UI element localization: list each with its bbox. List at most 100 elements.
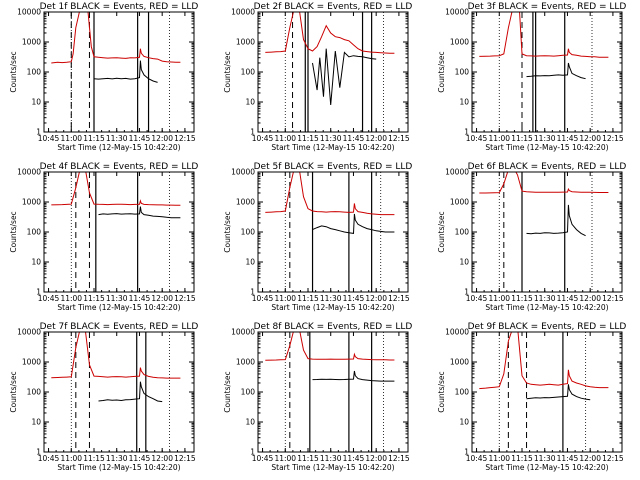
x-tick-label: 11:15 <box>297 294 319 303</box>
x-tick-label: 11:15 <box>511 134 533 143</box>
x-tick-label: 12:00 <box>365 134 387 143</box>
plot-panel-8: Det 8f BLACK = Events, RED = LLD 1 10 100 10… <box>223 322 412 472</box>
lld-series-line <box>51 12 181 64</box>
x-axis-label: Start Time (12-May-15 10:42:20) <box>57 463 180 472</box>
y-tick-label: 1000 <box>236 358 255 367</box>
plot-title: Det 8f BLACK = Events, RED = LLD <box>254 322 413 332</box>
y-tick-label: 1 <box>250 128 255 137</box>
events-series-line <box>93 60 158 83</box>
lld-series-line <box>265 172 395 216</box>
plot-frame <box>43 171 195 293</box>
x-tick-label: 11:30 <box>320 294 342 303</box>
y-tick-label: 10000 <box>231 328 255 337</box>
y-axis-label: Counts/sec <box>223 371 232 412</box>
x-tick-label: 12:15 <box>388 134 410 143</box>
x-tick-label: 11:15 <box>297 134 319 143</box>
y-tick-label: 10 <box>459 98 469 107</box>
plot-frame <box>43 11 195 133</box>
x-tick-label: 12:15 <box>602 294 624 303</box>
x-tick-label: 11:15 <box>83 294 105 303</box>
plot-title: Det 6f BLACK = Events, RED = LLD <box>468 162 627 172</box>
x-tick-label: 11:45 <box>343 294 365 303</box>
events-series-line <box>312 213 395 234</box>
x-tick-label: 12:15 <box>174 454 196 463</box>
x-tick-label: 11:30 <box>106 134 128 143</box>
plot-title: Det 4f BLACK = Events, RED = LLD <box>40 162 199 172</box>
lld-series-line <box>479 12 609 58</box>
x-tick-label: 12:15 <box>602 134 624 143</box>
y-tick-label: 1000 <box>22 198 41 207</box>
x-tick-label: 11:30 <box>320 454 342 463</box>
x-tick-label: 12:15 <box>174 134 196 143</box>
y-tick-label: 1 <box>36 448 41 457</box>
x-tick-label: 12:00 <box>579 134 601 143</box>
y-axis-label: Counts/sec <box>437 211 446 252</box>
plot-title: Det 5f BLACK = Events, RED = LLD <box>254 162 413 172</box>
x-tick-label: 11:45 <box>343 134 365 143</box>
x-axis-label: Start Time (12-May-15 10:42:20) <box>271 143 394 152</box>
lld-series-line <box>265 12 395 54</box>
x-tick-label: 12:00 <box>365 454 387 463</box>
x-tick-label: 12:15 <box>174 294 196 303</box>
x-tick-label: 11:30 <box>106 294 128 303</box>
y-tick-label: 1000 <box>450 38 469 47</box>
x-tick-label: 11:00 <box>488 294 510 303</box>
x-axis-label: Start Time (12-May-15 10:42:20) <box>57 143 180 152</box>
y-tick-label: 10 <box>31 98 41 107</box>
y-tick-label: 10000 <box>17 8 41 17</box>
x-tick-label: 10:45 <box>466 454 488 463</box>
plot-title: Det 2f BLACK = Events, RED = LLD <box>254 2 413 12</box>
events-series-line <box>526 204 586 237</box>
x-tick-label: 11:00 <box>274 294 296 303</box>
plot-panel-9: Det 9f BLACK = Events, RED = LLD 1 10 100 10… <box>437 322 626 472</box>
plot-panel-5: Det 5f BLACK = Events, RED = LLD 1 10 100 10… <box>223 162 412 312</box>
y-tick-label: 10 <box>31 418 41 427</box>
y-tick-label: 10 <box>245 418 255 427</box>
y-tick-label: 100 <box>455 228 470 237</box>
events-series-line <box>526 62 586 80</box>
y-tick-label: 1 <box>36 288 41 297</box>
y-tick-label: 100 <box>27 388 42 397</box>
x-tick-label: 11:00 <box>274 134 296 143</box>
x-tick-label: 11:00 <box>60 134 82 143</box>
x-tick-label: 12:15 <box>388 294 410 303</box>
y-tick-label: 1000 <box>236 38 255 47</box>
x-tick-label: 11:45 <box>557 134 579 143</box>
y-tick-label: 100 <box>241 388 256 397</box>
y-tick-label: 10 <box>459 418 469 427</box>
x-axis-label: Start Time (12-May-15 10:42:20) <box>485 143 608 152</box>
y-tick-label: 10000 <box>445 168 469 177</box>
x-tick-label: 11:00 <box>488 134 510 143</box>
events-series-line <box>98 206 181 219</box>
x-tick-label: 10:45 <box>38 454 60 463</box>
plot-panel-6: Det 6f BLACK = Events, RED = LLD 1 10 100 10… <box>437 162 626 312</box>
y-axis-label: Counts/sec <box>437 371 446 412</box>
plot-panel-2: Det 2f BLACK = Events, RED = LLD 1 10 100 10… <box>223 2 412 152</box>
y-axis-label: Counts/sec <box>437 51 446 92</box>
x-tick-label: 11:30 <box>534 134 556 143</box>
y-tick-label: 10000 <box>231 168 255 177</box>
y-axis-label: Counts/sec <box>9 51 18 92</box>
x-tick-label: 10:45 <box>252 294 274 303</box>
x-tick-label: 12:00 <box>151 294 173 303</box>
x-tick-label: 11:45 <box>129 134 151 143</box>
x-tick-label: 10:45 <box>252 134 274 143</box>
x-tick-label: 11:15 <box>297 454 319 463</box>
y-tick-label: 10 <box>31 258 41 267</box>
x-tick-label: 11:30 <box>534 294 556 303</box>
x-tick-label: 11:00 <box>274 454 296 463</box>
y-tick-label: 1000 <box>22 358 41 367</box>
y-tick-label: 1 <box>464 128 469 137</box>
y-axis-label: Counts/sec <box>223 211 232 252</box>
plot-panel-1: Det 1f BLACK = Events, RED = LLD 1 10 100 10… <box>9 2 198 152</box>
y-tick-label: 1 <box>36 128 41 137</box>
y-tick-label: 10 <box>245 98 255 107</box>
plot-frame <box>471 171 623 293</box>
events-series-line <box>526 384 591 401</box>
x-tick-label: 12:15 <box>602 454 624 463</box>
plot-frame <box>257 331 409 453</box>
x-tick-label: 11:30 <box>534 454 556 463</box>
x-tick-label: 11:00 <box>60 454 82 463</box>
lld-series-line <box>479 172 609 194</box>
